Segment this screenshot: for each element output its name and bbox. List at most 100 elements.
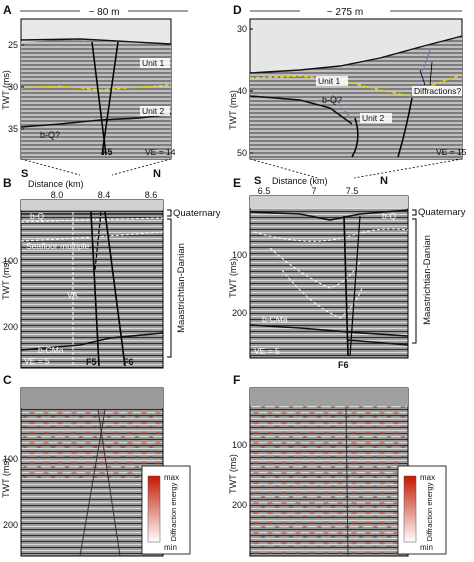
y-tick-f-200: 200 xyxy=(232,500,247,510)
legend-max-f: max xyxy=(420,473,435,482)
seismic-image-d xyxy=(250,36,462,159)
horizon-label-a: b-Q? xyxy=(40,130,60,140)
x-tick-e-65: 6.5 xyxy=(258,186,271,196)
horizon-label-d: b-Q? xyxy=(322,95,342,105)
bq-label-b: b-Q xyxy=(30,211,45,221)
direction-n-e: N xyxy=(380,175,388,187)
x-title-e: Distance (km) xyxy=(272,176,328,186)
x-tick-e-7: 7 xyxy=(311,186,316,196)
ve-label-a: VE = 14 xyxy=(145,147,176,157)
y-tick-c-100: 100 xyxy=(3,454,18,464)
zoom-guide-d-right xyxy=(353,158,463,179)
unit1-label-d: Unit 1 xyxy=(318,76,340,86)
panel-letter-b: B xyxy=(3,176,12,190)
y-tick-b-100: 100 xyxy=(3,256,18,266)
panel-letter-f: F xyxy=(233,373,240,387)
maastrichtian-bracket-b xyxy=(167,218,172,358)
fault-line-d2 xyxy=(397,97,413,158)
x-tick-e-75: 7.5 xyxy=(346,186,359,196)
maastrichtian-bracket-e xyxy=(412,218,417,344)
colorbar-f xyxy=(403,475,417,543)
maastrichtian-label-e: Maastrichtian-Danian xyxy=(422,235,433,325)
fault-label-a: F5 xyxy=(102,147,113,157)
y-tick-c-200: 200 xyxy=(3,520,18,530)
panel-b: B S N Distance (km) 8.0 8.4 8.6 b-Q Seaf… xyxy=(1,168,221,369)
ve-label-b: VE = 5 xyxy=(24,356,50,366)
y-tick-d-30: 30 xyxy=(237,24,247,34)
ve-label-e: VE = 5 xyxy=(254,346,280,356)
panel-a: A ~ 80 m Unit 1 Unit 2 b-Q? F5 VE = 14 T… xyxy=(1,3,188,176)
y-title-f: TWT (ms) xyxy=(228,454,238,494)
bcma-label-b: b-CMa xyxy=(38,345,64,355)
legend-min-f: min xyxy=(420,543,433,552)
fault-line-a2 xyxy=(101,41,119,156)
diffractions-label-d: Diffractions? xyxy=(414,86,461,96)
y-title-c: TWT (ms) xyxy=(1,458,11,498)
panel-d: D ~ 275 m Unit 1 Unit 2 b-Q? Diffraction… xyxy=(228,3,467,179)
maastrichtian-label-b: Maastrichtian-Danian xyxy=(176,243,187,333)
fault-label-e-f6: F6 xyxy=(338,360,349,370)
direction-n-b: N xyxy=(153,168,161,180)
x-tick-b-80: 8.0 xyxy=(51,190,64,200)
y-tick-d-50: 50 xyxy=(237,148,247,158)
panel-letter-d: D xyxy=(233,3,242,17)
y-tick-a-30: 30 xyxy=(8,82,18,92)
y-tick-d-40: 40 xyxy=(237,86,247,96)
y-title-d: TWT (ms) xyxy=(228,90,238,130)
y-tick-f-100: 100 xyxy=(232,440,247,450)
horizon-yellow-d xyxy=(249,74,463,97)
fault-line-b-f6 xyxy=(104,211,126,367)
y-title-b: TWT (ms) xyxy=(1,260,11,300)
y-tick-e-200: 200 xyxy=(232,308,247,318)
seismic-image-a xyxy=(21,40,171,159)
ve-label-d: VE = 15 xyxy=(436,147,467,157)
seafloor-multiple-label-b: Seafloor multiple xyxy=(26,241,90,251)
quaternary-bracket-b xyxy=(167,209,172,217)
y-tick-a-25: 25 xyxy=(8,40,18,50)
panel-f: F TWT (ms) 100 200 max min Diffraction e… xyxy=(228,373,447,557)
panel-c: C TWT (ms) 100 200 max min Diffraction e… xyxy=(1,373,191,557)
fault-line-d1 xyxy=(351,117,359,158)
quaternary-bracket-e xyxy=(412,209,417,216)
x-tick-b-86: 8.6 xyxy=(145,190,158,200)
diffraction-arrow-2 xyxy=(429,61,433,86)
horizon-bq-d xyxy=(249,95,353,125)
fault-label-b-f6: F6 xyxy=(123,357,134,367)
horizon-bcma-e xyxy=(249,324,409,337)
quaternary-label-b: Quaternary xyxy=(173,208,221,219)
horizon-bcma-b xyxy=(20,332,164,351)
colorbar-c xyxy=(147,475,161,543)
fault-label-b-f5: F5 xyxy=(86,357,97,367)
legend-min-c: min xyxy=(164,543,177,552)
panel-letter-c: C xyxy=(3,373,12,387)
horizon-yellow-a xyxy=(20,84,172,91)
y-title-e: TWT (ms) xyxy=(228,258,238,298)
scale-label-d: ~ 275 m xyxy=(327,7,363,18)
direction-s-b: S xyxy=(21,168,28,180)
unit2-label-d: Unit 2 xyxy=(362,113,384,123)
horizon-bq-a xyxy=(20,113,172,128)
zoom-guide-a-right xyxy=(111,158,172,176)
va-label-b: VA xyxy=(67,290,78,300)
y-tick-e-100: 100 xyxy=(232,250,247,260)
panel-e: E S N Distance (km) 6.5 7 7.5 b-Q b-CMa … xyxy=(228,175,466,370)
diffraction-overlay-f xyxy=(250,404,408,554)
panel-letter-e: E xyxy=(233,176,241,190)
scale-label-a: ~ 80 m xyxy=(89,7,120,18)
y-title-a: TWT (ms) xyxy=(1,70,11,110)
x-tick-b-84: 8.4 xyxy=(98,190,111,200)
x-title-b: Distance (km) xyxy=(28,179,84,189)
direction-s-e: S xyxy=(254,175,261,187)
legend-title-f: Diffraction energy xyxy=(425,482,434,541)
diffraction-overlay-c xyxy=(21,410,163,480)
bq-label-e: b-Q xyxy=(382,211,397,221)
zoom-guide-a-left xyxy=(20,158,81,176)
unit2-label-a: Unit 2 xyxy=(142,106,164,116)
quaternary-label-e: Quaternary xyxy=(418,207,466,218)
panel-letter-a: A xyxy=(3,3,12,17)
horizon-bq-e xyxy=(249,209,409,221)
legend-title-c: Diffraction energy xyxy=(169,482,178,541)
fault-line-a1 xyxy=(91,41,107,156)
y-tick-b-200: 200 xyxy=(3,322,18,332)
